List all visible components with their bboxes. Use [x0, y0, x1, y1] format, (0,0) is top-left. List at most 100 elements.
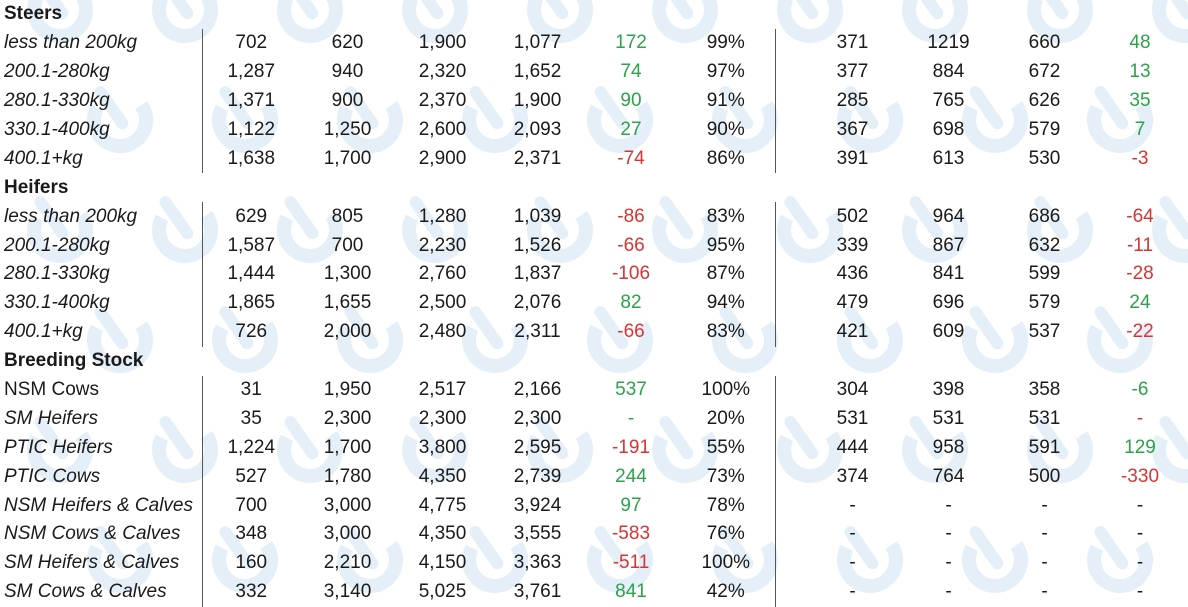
percent-cell: 42%: [706, 581, 745, 603]
range-cell: 698: [932, 119, 965, 140]
range-cell: 660: [1028, 32, 1061, 54]
value-cell: 348: [201, 520, 300, 549]
row-label: PTIC Cows: [4, 465, 101, 487]
percent-cell: 90%: [706, 119, 745, 140]
change-cell: -583: [611, 523, 651, 545]
column-separator: [774, 577, 805, 607]
change-cell: 97: [620, 494, 642, 516]
range-cell: -: [849, 523, 856, 545]
column-separator: [774, 57, 805, 87]
range-cell: 391: [836, 147, 869, 169]
range-cell: 436: [836, 263, 869, 285]
value-cell: 2,076: [513, 292, 562, 314]
row-label: 400.1+kg: [4, 321, 83, 343]
range-change-cell: 129: [1124, 436, 1156, 458]
change-cell: 841: [615, 581, 647, 603]
change-cell: -86: [617, 205, 645, 227]
table-row: PTIC Cows 527 1,780 4,350 2,739 244 73% 374 764 5…: [0, 462, 1188, 492]
range-cell: -: [945, 494, 952, 516]
value-cell: 1,587: [201, 231, 300, 261]
value-cell: 3,000: [323, 523, 372, 545]
table-row: NSM Cows & Calves 348 3,000 4,350 3,555 -583 7…: [0, 520, 1188, 549]
range-change-cell: -: [1136, 407, 1144, 429]
row-label: 400.1+kg: [4, 147, 83, 169]
range-cell: 841: [932, 263, 965, 285]
column-separator: [774, 520, 805, 549]
range-cell: -: [1041, 552, 1048, 574]
range-cell: 626: [1028, 90, 1061, 112]
value-cell: 2,900: [418, 147, 467, 169]
value-cell: 2,517: [418, 379, 467, 401]
range-change-cell: 24: [1129, 292, 1151, 314]
table-row: 330.1-400kg 1,865 1,655 2,500 2,076 82 94% 479 6…: [0, 288, 1188, 318]
value-cell: 1,900: [418, 32, 467, 54]
change-cell: 537: [615, 379, 647, 401]
value-cell: 4,775: [418, 494, 467, 516]
range-change-cell: -: [1136, 552, 1144, 574]
table-row: 200.1-280kg 1,287 940 2,320 1,652 74 97% 377 884…: [0, 57, 1188, 87]
range-cell: 884: [932, 61, 965, 83]
range-cell: 599: [1028, 263, 1061, 285]
percent-cell: 55%: [706, 436, 745, 458]
value-cell: 726: [201, 317, 300, 347]
range-change-cell: 35: [1129, 90, 1151, 112]
range-cell: 686: [1028, 205, 1061, 227]
change-cell: 74: [620, 61, 642, 83]
range-cell: -: [1041, 494, 1048, 516]
change-cell: -74: [617, 147, 645, 169]
range-change-cell: -: [1136, 523, 1144, 545]
row-label: SM Heifers & Calves: [4, 552, 180, 574]
value-cell: 2,300: [323, 407, 372, 429]
value-cell: 1,371: [201, 86, 300, 116]
value-cell: 2,300: [418, 407, 467, 429]
value-cell: 1,039: [513, 205, 562, 227]
value-cell: 2,370: [418, 90, 467, 112]
range-cell: 531: [932, 407, 965, 429]
table-row: 400.1+kg 726 2,000 2,480 2,311 -66 83% 421 609 53…: [0, 317, 1188, 347]
section-title: Steers: [4, 3, 63, 25]
value-cell: 527: [201, 462, 300, 492]
value-cell: 2,480: [418, 321, 467, 343]
value-cell: 1,950: [323, 379, 372, 401]
row-label: PTIC Heifers: [4, 436, 113, 458]
percent-cell: 94%: [706, 292, 745, 314]
range-cell: 500: [1028, 465, 1061, 487]
value-cell: 1,300: [323, 263, 372, 285]
table-row: less than 200kg 629 805 1,280 1,039 -86 83% 502…: [0, 202, 1188, 232]
range-change-cell: 7: [1134, 119, 1146, 140]
range-cell: 764: [932, 465, 965, 487]
row-label: 200.1-280kg: [4, 234, 110, 256]
column-separator: [774, 462, 805, 492]
range-change-cell: -22: [1126, 321, 1154, 343]
range-cell: 591: [1028, 436, 1061, 458]
value-cell: 31: [201, 375, 300, 405]
percent-cell: 86%: [706, 147, 745, 169]
section-header-row: Breeding Stock: [0, 347, 1188, 376]
percent-cell: 73%: [706, 465, 745, 487]
table-row: NSM Cows 31 1,950 2,517 2,166 537 100% 304 398 35…: [0, 375, 1188, 405]
change-cell: -: [627, 407, 635, 429]
value-cell: 2,760: [418, 263, 467, 285]
value-cell: 2,371: [513, 147, 562, 169]
range-cell: 1219: [927, 32, 970, 54]
value-cell: 1,224: [201, 433, 300, 463]
column-separator: [774, 375, 805, 405]
range-cell: 377: [836, 61, 869, 83]
column-separator: [774, 144, 805, 174]
range-cell: 696: [932, 292, 965, 314]
table-row: less than 200kg 702 620 1,900 1,077 172 99% 371…: [0, 28, 1188, 58]
table-row: 200.1-280kg 1,587 700 2,230 1,526 -66 95% 339 86…: [0, 231, 1188, 261]
range-cell: 964: [932, 205, 965, 227]
range-cell: 579: [1028, 119, 1061, 140]
value-cell: 1,287: [201, 57, 300, 87]
change-cell: 172: [615, 32, 647, 54]
value-cell: 1,122: [201, 115, 300, 145]
range-cell: 765: [932, 90, 965, 112]
change-cell: -66: [617, 234, 645, 256]
range-cell: 613: [932, 147, 965, 169]
value-cell: 2,320: [418, 61, 467, 83]
value-cell: 3,140: [323, 581, 372, 603]
range-cell: 958: [932, 436, 965, 458]
change-cell: 90: [620, 90, 642, 112]
